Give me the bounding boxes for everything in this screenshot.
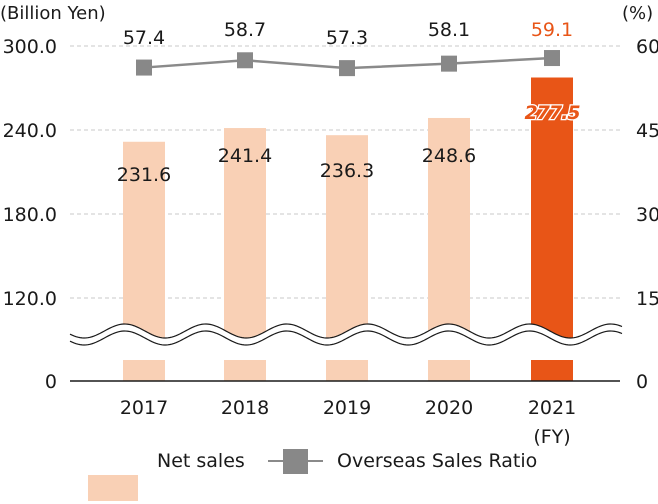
left-tick-label: 180.0 — [3, 204, 57, 226]
net-sales-label-2019: 236.3 — [320, 160, 374, 182]
right-tick-label: 60 — [636, 36, 658, 58]
x-tick-label: 2021 — [528, 397, 576, 419]
ratio-label-2017: 57.4 — [123, 27, 165, 49]
x-tick-label: 2017 — [120, 397, 168, 419]
left-axis-unit-label: (Billion Yen) — [0, 3, 106, 24]
axis-break — [69, 323, 623, 360]
marker-2019 — [339, 60, 355, 77]
net-sales-label-2018: 241.4 — [218, 145, 272, 167]
left-tick-label: 300.0 — [3, 36, 57, 58]
data-labels: 57.4 58.7 57.3 58.1 59.1 231.6 241.4 236.3 248.6… — [117, 19, 583, 186]
left-tick-label: 240.0 — [3, 120, 57, 142]
ratio-label-2018: 58.7 — [224, 19, 266, 41]
x-tick-label: 2019 — [323, 397, 371, 419]
legend-net-sales-label: Net sales — [157, 450, 245, 472]
break-line-upper — [69, 323, 623, 339]
marker-2018 — [237, 52, 253, 69]
legend-overseas-ratio-marker — [283, 449, 308, 474]
right-axis-ticks: 60 45 30 15 0 — [636, 36, 658, 393]
net-sales-label-2017: 231.6 — [117, 164, 171, 186]
x-axis-ticks: 2017 2018 2019 2020 2021 — [120, 397, 576, 419]
legend: Net sales Overseas Sales Ratio — [88, 449, 537, 501]
x-tick-label: 2020 — [425, 397, 473, 419]
marker-2020 — [441, 55, 457, 72]
break-line-lower — [69, 330, 623, 346]
marker-2021 — [544, 50, 560, 67]
ratio-label-2020: 58.1 — [428, 19, 470, 41]
overseas-ratio-line — [136, 50, 560, 77]
right-tick-label: 45 — [636, 120, 658, 142]
right-axis-unit-label: (%) — [622, 3, 653, 24]
ratio-label-2019: 57.3 — [326, 27, 368, 49]
right-tick-label: 15 — [636, 288, 658, 310]
net-sales-label-2020: 248.6 — [422, 145, 476, 167]
marker-2017 — [136, 59, 152, 76]
ratio-label-2021: 59.1 — [531, 19, 573, 41]
legend-overseas-ratio-label: Overseas Sales Ratio — [337, 450, 537, 472]
break-mask — [70, 324, 622, 360]
left-axis-ticks: 300.0 240.0 180.0 120.0 0 — [3, 36, 57, 393]
x-tick-label: 2018 — [221, 397, 269, 419]
right-tick-label: 30 — [636, 204, 658, 226]
right-tick-label: 0 — [636, 371, 648, 393]
left-tick-label: 120.0 — [3, 288, 57, 310]
legend-net-sales-swatch — [88, 475, 138, 501]
left-tick-label: 0 — [45, 371, 57, 393]
net-sales-label-2021: 277.5 — [524, 102, 580, 124]
x-axis-fy-label: (FY) — [533, 426, 570, 448]
